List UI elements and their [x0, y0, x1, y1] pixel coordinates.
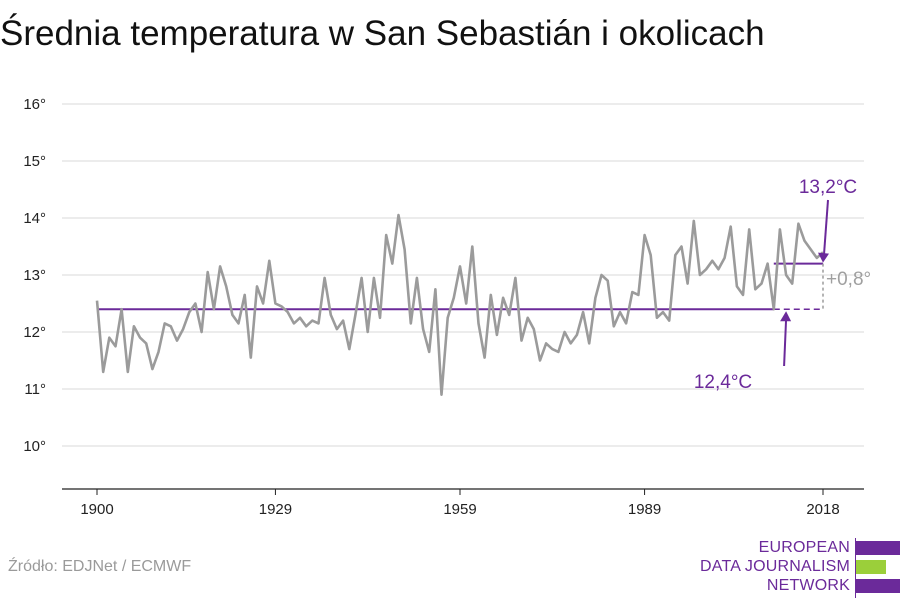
baseline-label-arrow — [783, 319, 788, 367]
x-tick-label: 1900 — [80, 501, 113, 518]
temperature-series-line — [95, 213, 824, 397]
logo-bar-bottom — [856, 579, 900, 593]
recent-label-arrowhead — [818, 252, 829, 263]
y-tick-label: 15° — [23, 153, 46, 170]
logo-bar-top — [856, 541, 900, 555]
difference-label: +0,8° — [826, 269, 871, 290]
x-tick-label: 1929 — [259, 501, 292, 518]
x-tick-label: 1959 — [443, 501, 476, 518]
chart-title: Średnia temperatura w San Sebastián i ok… — [0, 14, 765, 53]
logo-divider — [855, 538, 856, 598]
y-tick-label: 14° — [23, 210, 46, 227]
source-note: Źródło: EDJNet / ECMWF — [8, 558, 192, 575]
y-tick-label: 16° — [23, 96, 46, 113]
grid-lines — [62, 103, 864, 447]
y-tick-label: 11° — [24, 381, 46, 398]
annotations: 13,2°C 12,4°C +0,8° — [694, 177, 871, 393]
recent-label-arrow — [823, 199, 829, 255]
recent-average-label: 13,2°C — [799, 177, 857, 198]
x-axis: 1900 1929 1959 1989 2018 — [62, 488, 864, 518]
x-tick-label: 1989 — [628, 501, 661, 518]
x-tick-label: 2018 — [806, 501, 839, 518]
logo-line-european: EUROPEAN — [758, 539, 850, 556]
logo-line-network: NETWORK — [766, 577, 850, 594]
series-layer — [95, 213, 824, 397]
y-tick-label: 10° — [23, 438, 46, 455]
y-tick-label: 12° — [23, 324, 46, 341]
logo-line-data-journalism: DATA JOURNALISM — [700, 558, 850, 575]
baseline-average-label: 12,4°C — [694, 372, 752, 393]
y-tick-label: 13° — [23, 267, 46, 284]
logo-bar-middle — [856, 560, 886, 574]
edjnet-logo: EUROPEAN DATA JOURNALISM NETWORK — [700, 538, 900, 600]
y-axis-ticks: 10° 11° 12° 13° 14° 15° 16° — [23, 96, 46, 455]
baseline-label-arrowhead — [780, 311, 792, 322]
